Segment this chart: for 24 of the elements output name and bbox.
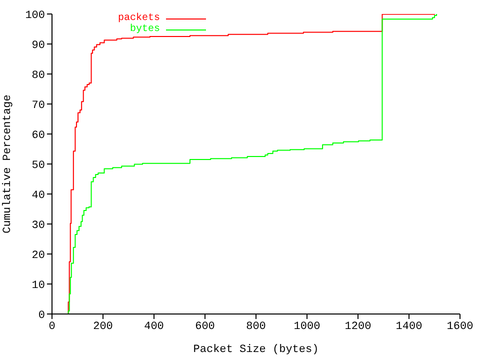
y-tick-label: 20 <box>32 250 45 262</box>
y-tick-label: 0 <box>38 310 45 322</box>
x-tick-label: 1400 <box>396 320 422 333</box>
y-tick-label: 40 <box>32 190 45 202</box>
x-tick-label: 1200 <box>344 320 372 333</box>
legend-label: bytes <box>130 24 160 35</box>
x-tick-label: 200 <box>93 320 113 333</box>
x-tick-label: 800 <box>246 320 266 333</box>
y-axis-title: Cumulative Percentage <box>2 94 14 234</box>
y-tick-label: 90 <box>32 40 45 52</box>
x-tick-label: 1600 <box>446 320 474 333</box>
x-tick-label: 400 <box>144 320 164 333</box>
y-tick-label: 30 <box>32 220 45 232</box>
y-tick-label: 80 <box>32 70 45 82</box>
y-tick-label: 60 <box>32 130 45 142</box>
x-axis-title: Packet Size (bytes) <box>193 344 319 356</box>
x-tick-label: 600 <box>195 320 215 333</box>
y-tick-label: 10 <box>32 280 45 292</box>
y-tick-label: 100 <box>25 10 45 22</box>
legend-label: packets <box>118 13 160 24</box>
x-tick-label: 1000 <box>294 320 320 333</box>
x-tick-label: 0 <box>48 320 56 333</box>
y-tick-label: 50 <box>32 160 45 172</box>
y-tick-label: 70 <box>32 100 45 112</box>
